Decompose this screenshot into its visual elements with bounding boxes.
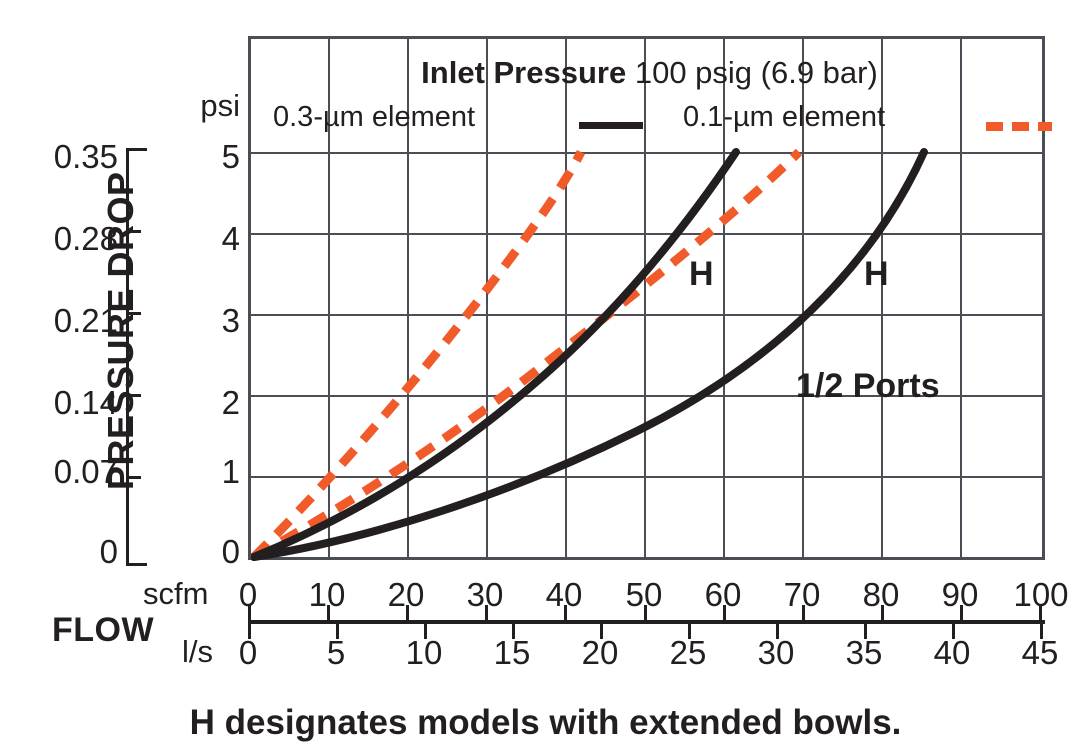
series-0.1um-extended-H	[251, 148, 803, 561]
y-tick-bar-2: 0.21	[53, 302, 118, 339]
x-label-ls-30: 30	[757, 634, 795, 671]
x-label-ls-5: 5	[326, 634, 346, 671]
y-tick-psi-3: 3	[221, 302, 240, 339]
gridline-v-50	[644, 39, 646, 557]
x-tick-ls-10	[424, 624, 427, 639]
bracket-tick-0.28	[129, 230, 141, 233]
x-tick-ls-35	[864, 624, 867, 639]
gridline-v-80	[881, 39, 883, 557]
gridline-v-70	[802, 39, 804, 557]
x-label-ls-0: 0	[238, 634, 258, 671]
x-tick-scfm-0	[248, 605, 251, 620]
x-label-scfm-50: 50	[625, 576, 663, 613]
annotation-h-right: H	[864, 255, 889, 293]
y-tick-bar-5: 0	[99, 533, 118, 570]
x-label-ls-40: 40	[933, 634, 971, 671]
y-tick-psi-5: 5	[221, 138, 240, 175]
gridline-h-2	[251, 395, 1042, 397]
x-label-scfm-0: 0	[238, 576, 258, 613]
x-label-scfm-90: 90	[941, 576, 979, 613]
annotation-ports: 1/2 Ports	[796, 367, 940, 405]
x-axis-title: FLOW	[52, 611, 155, 649]
x-label-ls-45: 45	[1021, 634, 1059, 671]
x-tick-ls-0	[248, 624, 251, 639]
chart-caption: H designates models with extended bowls.	[189, 703, 902, 742]
x-tick-scfm-40	[564, 605, 567, 620]
bracket-tick-0.14	[129, 394, 141, 397]
x-tick-scfm-90	[960, 605, 963, 620]
gridline-v-10	[328, 39, 330, 557]
x-axis-ls-unit: l/s	[182, 634, 213, 669]
x-tick-scfm-30	[485, 605, 488, 620]
series-curves	[251, 148, 928, 561]
y-tick-bar-1: 0.28	[53, 220, 118, 257]
bracket-tick-0.21	[129, 312, 141, 315]
x-tick-ls-15	[512, 624, 515, 639]
gridline-v-40	[565, 39, 567, 557]
grid-lines	[251, 39, 1042, 557]
x-label-scfm-70: 70	[783, 576, 821, 613]
gridline-h-5	[251, 152, 1042, 154]
annotation-h-left: H	[689, 255, 714, 293]
series-0.3um-extended-H	[251, 148, 928, 561]
y-tick-bar-3: 0.14	[53, 384, 118, 421]
x-tick-ls-45	[1040, 624, 1043, 639]
y-tick-bar-0: 0.35	[53, 138, 118, 175]
gridline-h-3	[251, 314, 1042, 316]
bracket-tick-0.07	[129, 476, 141, 479]
x-axis-scale-bar	[248, 605, 1048, 639]
x-label-scfm-30: 30	[466, 576, 504, 613]
gridline-h-4	[251, 233, 1042, 235]
y-axis-bar-labels: 0.35 0.28 0.21 0.14 0.07 0	[0, 0, 118, 753]
x-tick-scfm-70	[802, 605, 805, 620]
x-label-scfm-20: 20	[387, 576, 425, 613]
series-0.1um-standard	[251, 149, 586, 561]
x-label-scfm-10: 10	[308, 576, 346, 613]
x-tick-ls-5	[336, 624, 339, 639]
x-tick-scfm-10	[327, 605, 330, 620]
plot-area: Inlet Pressure 100 psig (6.9 bar) 0.3-µm…	[248, 36, 1052, 561]
x-axis-scfm-unit: scfm	[143, 576, 209, 611]
x-tick-scfm-50	[644, 605, 647, 620]
y-axis-psi-unit: psi	[200, 88, 240, 123]
x-tick-ls-25	[688, 624, 691, 639]
y-tick-psi-4: 4	[221, 220, 240, 257]
y-tick-psi-2: 2	[221, 384, 240, 421]
x-label-ls-35: 35	[845, 634, 883, 671]
x-tick-scfm-100	[1039, 605, 1042, 620]
bar-scale-bracket	[126, 148, 147, 566]
x-label-scfm-80: 80	[862, 576, 900, 613]
series-0.3um-standard	[251, 148, 740, 561]
gridline-v-30	[486, 39, 488, 557]
y-tick-bar-4: 0.07	[53, 453, 118, 490]
x-label-ls-25: 25	[669, 634, 707, 671]
x-axis-line	[248, 620, 1045, 624]
gridline-v-60	[723, 39, 725, 557]
y-tick-psi-0: 0	[221, 533, 240, 570]
x-label-ls-15: 15	[493, 634, 531, 671]
y-axis-title: PRESSURE DROP	[100, 171, 141, 490]
y-axis-psi-labels: psi 5 4 3 2 1 0	[176, 0, 240, 753]
x-label-scfm-100: 100	[1013, 576, 1069, 613]
y-tick-psi-1: 1	[221, 453, 240, 490]
gridline-h-1	[251, 476, 1042, 478]
x-label-scfm-40: 40	[545, 576, 583, 613]
x-tick-scfm-80	[881, 605, 884, 620]
x-tick-ls-20	[600, 624, 603, 639]
x-tick-scfm-20	[406, 605, 409, 620]
x-label-scfm-60: 60	[704, 576, 742, 613]
x-tick-ls-30	[776, 624, 779, 639]
x-tick-ls-40	[952, 624, 955, 639]
x-label-ls-10: 10	[405, 634, 443, 671]
x-tick-scfm-60	[723, 605, 726, 620]
gridline-v-20	[407, 39, 409, 557]
gridline-v-90	[960, 39, 962, 557]
x-label-ls-20: 20	[581, 634, 619, 671]
